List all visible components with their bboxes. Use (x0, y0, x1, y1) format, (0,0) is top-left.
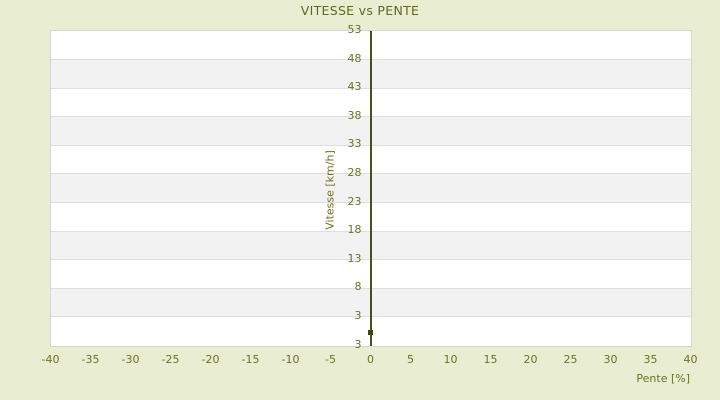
x-tick-label: 10 (443, 352, 458, 366)
y-tick-label: 43 (347, 80, 362, 94)
y-tick-label: 18 (347, 223, 362, 237)
y-tick-label: 38 (347, 108, 362, 122)
x-tick-label: 40 (683, 352, 698, 366)
y-tick-label: 3 (354, 337, 362, 351)
x-axis-title: Pente [%] (636, 372, 690, 385)
y-tick-label: 28 (347, 165, 362, 179)
x-tick-label: 0 (367, 352, 374, 366)
plot-area (49, 30, 692, 347)
x-tick-label: 15 (483, 352, 498, 366)
y-tick-label: 53 (347, 23, 362, 36)
y-tick-label: 48 (347, 51, 362, 65)
y-axis-title: Vitesse [km/h] (323, 150, 337, 230)
data-point[interactable] (368, 330, 373, 336)
y-tick-label: 23 (347, 194, 362, 208)
y-tick-label: 3 (354, 308, 362, 322)
chart-title: VITESSE vs PENTE (300, 3, 420, 18)
x-tick-label: 20 (523, 352, 538, 366)
x-zero-axis-line (369, 31, 372, 346)
y-tick-label: 8 (354, 280, 362, 294)
x-tick-label: -5 (325, 352, 336, 366)
x-tick-label: -30 (121, 352, 140, 366)
x-tick-label: 25 (563, 352, 578, 366)
x-tick-label: 35 (643, 352, 658, 366)
y-tick-label: 13 (347, 251, 362, 265)
x-tick-label: -10 (281, 352, 300, 366)
x-tick-label: -35 (81, 352, 100, 366)
x-tick-label: -15 (241, 352, 260, 366)
x-tick-label: -25 (161, 352, 180, 366)
x-tick-label: -40 (41, 352, 60, 366)
x-tick-label: 5 (407, 352, 414, 366)
x-tick-label: -20 (201, 352, 220, 366)
x-tick-label: 30 (603, 352, 618, 366)
y-tick-label: 33 (347, 137, 362, 151)
